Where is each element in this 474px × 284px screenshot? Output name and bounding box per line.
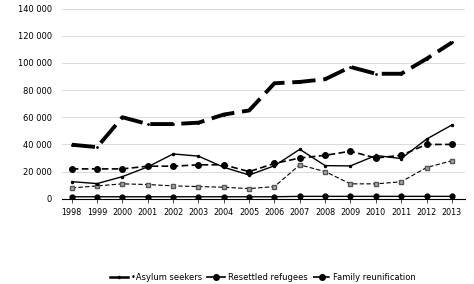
Refugees — [322, 170, 328, 173]
Refugees — [272, 185, 277, 188]
Line: Asylum seekers: Asylum seekers — [70, 123, 454, 186]
Family reunification — [424, 143, 429, 146]
Asylum seekers — [398, 157, 404, 160]
Resettled refugees — [272, 195, 277, 199]
Family reunification — [449, 143, 455, 146]
Total immigration — [246, 109, 252, 112]
Asylum seekers — [221, 166, 227, 169]
Refugees — [373, 182, 379, 185]
Refugees — [170, 184, 176, 188]
Family reunification — [373, 156, 379, 160]
Total immigration — [322, 78, 328, 81]
Total immigration — [449, 41, 455, 44]
Asylum seekers — [272, 164, 277, 168]
Family reunification — [347, 149, 353, 153]
Family reunification — [69, 167, 74, 171]
Asylum seekers — [119, 175, 125, 178]
Total immigration — [398, 72, 404, 76]
Family reunification — [272, 162, 277, 165]
Total immigration — [297, 80, 303, 83]
Total immigration — [373, 72, 379, 76]
Line: Resettled refugees: Resettled refugees — [69, 194, 454, 199]
Refugees — [221, 185, 227, 189]
Family reunification — [246, 170, 252, 173]
Line: Family reunification: Family reunification — [69, 142, 455, 174]
Refugees — [347, 182, 353, 185]
Refugees — [69, 186, 74, 190]
Resettled refugees — [398, 195, 404, 198]
Asylum seekers — [145, 165, 151, 169]
Refugees — [94, 184, 100, 188]
Resettled refugees — [297, 195, 303, 198]
Resettled refugees — [449, 195, 455, 198]
Total immigration — [347, 65, 353, 69]
Family reunification — [322, 154, 328, 157]
Resettled refugees — [246, 195, 252, 199]
Asylum seekers — [170, 152, 176, 156]
Total immigration — [170, 122, 176, 126]
Refugees — [196, 185, 201, 188]
Family reunification — [398, 154, 404, 157]
Family reunification — [145, 164, 151, 168]
Asylum seekers — [94, 182, 100, 185]
Asylum seekers — [449, 123, 455, 127]
Asylum seekers — [373, 154, 379, 157]
Refugees — [145, 183, 151, 186]
Resettled refugees — [145, 195, 151, 199]
Asylum seekers — [424, 137, 429, 141]
Asylum seekers — [347, 164, 353, 168]
Asylum seekers — [297, 148, 303, 151]
Resettled refugees — [170, 195, 176, 199]
Asylum seekers — [196, 154, 201, 158]
Total immigration — [119, 116, 125, 119]
Asylum seekers — [246, 173, 252, 177]
Resettled refugees — [196, 195, 201, 199]
Refugees — [449, 159, 455, 162]
Asylum seekers — [69, 180, 74, 183]
Resettled refugees — [94, 195, 100, 199]
Family reunification — [196, 163, 201, 166]
Total immigration — [69, 143, 74, 147]
Legend: •Asylum seekers, Refugees, Resettled refugees, •Total immigration, Family reunif: •Asylum seekers, Refugees, Resettled ref… — [107, 270, 419, 284]
Resettled refugees — [347, 195, 353, 198]
Total immigration — [196, 121, 201, 124]
Family reunification — [94, 167, 100, 171]
Resettled refugees — [69, 195, 74, 199]
Refugees — [246, 187, 252, 190]
Resettled refugees — [424, 195, 429, 198]
Refugees — [398, 180, 404, 183]
Resettled refugees — [373, 195, 379, 198]
Refugees — [297, 163, 303, 166]
Family reunification — [297, 156, 303, 160]
Resettled refugees — [119, 195, 125, 199]
Total immigration — [272, 82, 277, 85]
Family reunification — [119, 167, 125, 171]
Total immigration — [145, 122, 151, 126]
Total immigration — [221, 113, 227, 116]
Refugees — [119, 182, 125, 185]
Resettled refugees — [221, 195, 227, 199]
Total immigration — [424, 57, 429, 60]
Asylum seekers — [322, 164, 328, 167]
Total immigration — [94, 145, 100, 149]
Family reunification — [170, 164, 176, 168]
Line: Total immigration: Total immigration — [70, 41, 453, 149]
Line: Refugees: Refugees — [69, 158, 454, 191]
Refugees — [424, 166, 429, 169]
Family reunification — [221, 163, 227, 166]
Resettled refugees — [322, 195, 328, 198]
